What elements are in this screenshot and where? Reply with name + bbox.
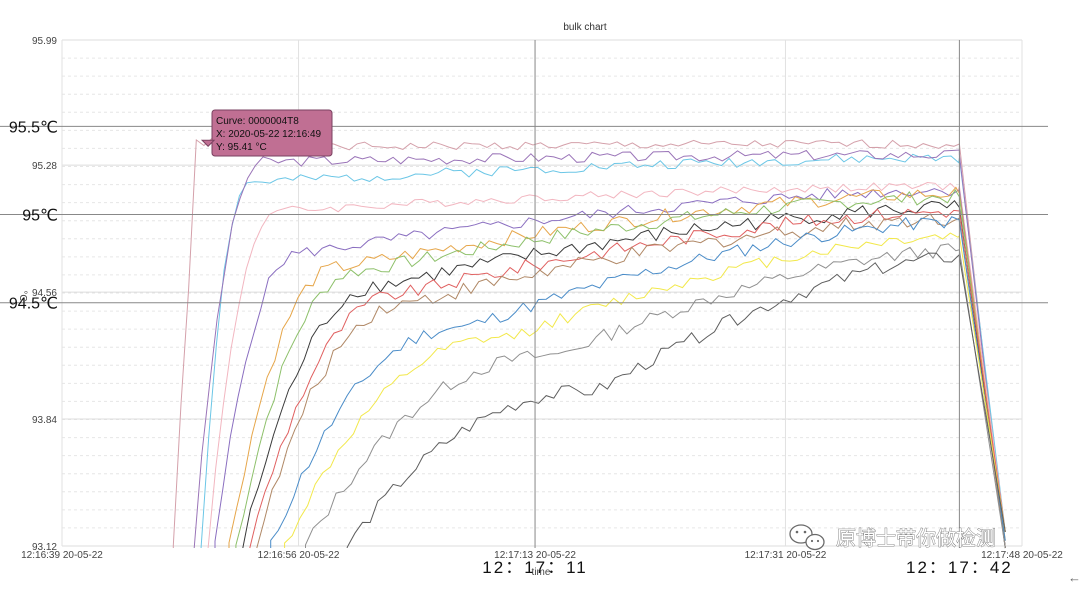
series-line: [242, 199, 1006, 549]
x-axis-label: time: [532, 567, 551, 578]
tooltip-line: X: 2020-05-22 12:16:49: [216, 129, 322, 140]
watermark: 原博士带你做检测: [789, 524, 996, 551]
time-marker-label: 12：17：42: [906, 558, 1013, 577]
series-line: [200, 153, 1006, 548]
x-tick-label: 12:16:56 20-05-22: [258, 550, 340, 561]
chart-title: bulk chart: [563, 22, 607, 33]
series-line: [235, 189, 1006, 549]
tooltip-line: Y: 95.41 °C: [216, 142, 267, 153]
series-line: [256, 213, 1006, 549]
series-line: [193, 149, 1006, 549]
series-line: [214, 187, 1006, 549]
series-line: [270, 216, 1006, 548]
series-line: [284, 232, 1006, 548]
x-tick-label: 12:16:39 20-05-22: [21, 550, 103, 561]
back-arrow-icon[interactable]: ←: [1068, 570, 1080, 585]
y-tick-label: 93.12: [32, 542, 57, 553]
wechat-icon: [789, 524, 825, 551]
tooltip: Curve: 0000004T8 X: 2020-05-22 12:16:49 …: [200, 109, 333, 157]
series-line: [346, 252, 1006, 548]
series-line: [305, 243, 1006, 549]
grid: [61, 39, 1023, 547]
series-layer: [172, 138, 1006, 549]
y-axis-label: °C: [17, 290, 28, 301]
y-tick-label: 95.99: [32, 36, 57, 47]
x-tick-label: 12:17:48 20-05-22: [981, 550, 1063, 561]
tooltip-line: Curve: 0000004T8: [216, 116, 299, 127]
series-line: [207, 181, 1006, 549]
y-tick-label: 93.84: [32, 415, 57, 426]
reference-label: 95.5℃: [9, 119, 58, 136]
y-tick-label: 94.56: [32, 288, 57, 299]
series-line: [249, 208, 1006, 549]
series-line: [228, 186, 1006, 548]
x-tick-label: 12:17:31 20-05-22: [745, 550, 827, 561]
watermark-text: 原博士带你做检测: [836, 527, 996, 550]
tooltip-box: [211, 109, 333, 157]
reference-lines: 95.5℃ 95℃ 94.5℃: [0, 119, 1048, 313]
reference-label: 95℃: [22, 208, 58, 225]
time-markers: 12：17：11 12：17：42: [482, 40, 1013, 577]
reference-label: 94.5℃: [9, 296, 58, 313]
x-tick-label: 12:17:13 20-05-22: [494, 550, 576, 561]
y-tick-label: 95.28: [32, 161, 57, 172]
time-marker-label: 12：17：11: [482, 558, 587, 577]
tooltip-pointer: [200, 139, 216, 147]
